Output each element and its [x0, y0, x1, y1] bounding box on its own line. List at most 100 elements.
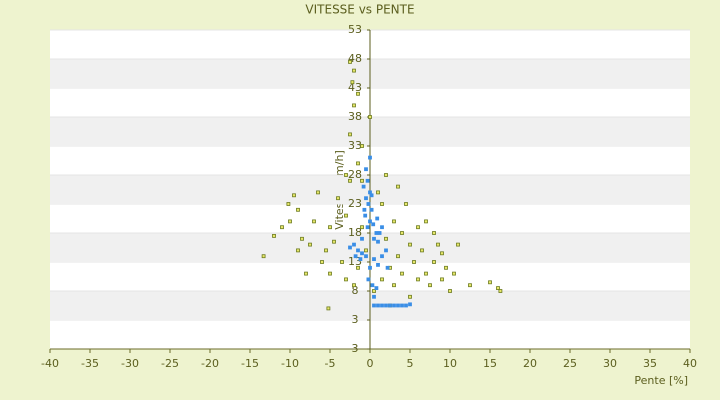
scatter-point [288, 219, 292, 224]
scatter-point [308, 242, 312, 247]
scatter-point [356, 248, 360, 253]
scatter-point [385, 265, 390, 270]
scatter-point [428, 283, 432, 288]
scatter-point [348, 178, 352, 183]
scatter-point [352, 68, 356, 73]
x-tick-label: -20 [201, 357, 219, 370]
scatter-point [380, 254, 384, 259]
scatter-point [352, 283, 356, 288]
scatter-point [371, 222, 376, 227]
scatter-point [360, 251, 364, 256]
scatter-point [353, 254, 358, 259]
y-tick-label: 8 [352, 284, 359, 297]
scatter-point [380, 277, 384, 282]
scatter-point [468, 283, 472, 288]
scatter-point [408, 302, 412, 307]
scatter-point [369, 193, 374, 198]
scatter-point [358, 257, 363, 262]
scatter-point [352, 103, 356, 108]
scatter-point [436, 242, 440, 247]
x-tick-label: -5 [325, 357, 336, 370]
scatter-point [296, 248, 300, 253]
x-tick-label: 0 [367, 357, 374, 370]
scatter-point [280, 225, 284, 230]
scatter-point [432, 260, 436, 264]
scatter-point [304, 271, 308, 276]
y-tick-label: 33 [348, 139, 362, 152]
scatter-point [368, 265, 372, 270]
scatter-point [384, 303, 388, 308]
scatter-point [496, 286, 500, 291]
y-tick-label: 38 [348, 110, 362, 123]
scatter-point [364, 248, 368, 253]
x-tick-label: -15 [241, 357, 259, 370]
scatter-point [456, 242, 460, 247]
y-tick-label: 3 [352, 342, 359, 355]
scatter-point [392, 283, 396, 288]
scatter-point [408, 242, 412, 247]
scatter-point [364, 167, 368, 172]
scatter-point [324, 248, 328, 253]
scatter-point [376, 239, 380, 244]
scatter-point [369, 207, 374, 212]
scatter-point [372, 236, 376, 241]
scatter-point [424, 219, 428, 224]
scatter-point [444, 265, 448, 270]
scatter-point [356, 161, 360, 166]
scatter-point [376, 190, 380, 195]
scatter-point [368, 155, 372, 160]
x-tick-label: 5 [407, 357, 414, 370]
scatter-point [261, 254, 266, 259]
scatter-point [364, 196, 368, 201]
scatter-point [363, 213, 368, 218]
scatter-point [396, 254, 400, 259]
scatter-point [392, 303, 396, 308]
x-tick-label: 10 [443, 357, 457, 370]
scatter-point [432, 231, 436, 235]
chart-title: VITESSE vs PENTE [305, 3, 414, 17]
scatter-point [400, 231, 404, 235]
scatter-point [286, 202, 291, 206]
scatter-point [396, 184, 400, 189]
scatter-point [384, 173, 388, 177]
x-tick-label: -25 [161, 357, 179, 370]
scatter-point [375, 216, 380, 221]
x-axis-label: Pente [%] [634, 374, 688, 387]
scatter-point [368, 219, 372, 224]
scatter-point [420, 248, 424, 253]
scatter-point [384, 236, 388, 241]
scatter-point [400, 271, 404, 276]
y-tick-label: 18 [348, 226, 362, 239]
x-tick-label: -35 [81, 357, 99, 370]
scatter-point [408, 294, 412, 299]
scatter-point [332, 239, 336, 244]
x-tick-label: -40 [41, 357, 59, 370]
scatter-point [356, 265, 360, 270]
scatter-point [416, 277, 420, 282]
scatter-point [384, 248, 388, 253]
scatter-point [372, 294, 376, 299]
scatter-point [380, 225, 384, 230]
scatter-point [372, 289, 376, 293]
scatter-point [328, 271, 332, 276]
scatter-point [348, 132, 352, 137]
scatter-point [392, 219, 396, 224]
scatter-point [377, 231, 382, 235]
scatter-point [340, 260, 344, 264]
scatter-point [326, 306, 331, 311]
scatter-point [328, 225, 332, 230]
scatter-point [498, 289, 503, 293]
scatter-point [404, 303, 408, 308]
scatter-point [440, 251, 444, 256]
scatter-point [440, 277, 444, 282]
scatter-point [344, 277, 348, 282]
scatter-point [296, 207, 300, 212]
scatter-point [400, 303, 404, 308]
y-tick-label: 53 [348, 23, 362, 36]
x-tick-label: -10 [281, 357, 299, 370]
scatter-point [344, 213, 348, 218]
scatter-point [356, 91, 360, 96]
scatter-point [312, 219, 316, 224]
scatter-point [316, 190, 320, 195]
scatter-point [272, 233, 276, 238]
